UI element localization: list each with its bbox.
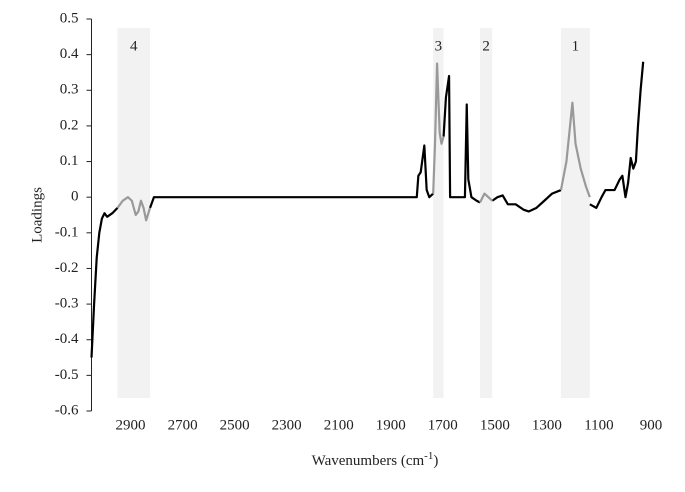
x-axis-label-tail: ) xyxy=(433,453,438,469)
series-line xyxy=(90,61,645,358)
band-label: 1 xyxy=(572,38,580,54)
x-tick-label: 900 xyxy=(640,417,663,433)
x-tick-label: 1300 xyxy=(532,417,562,433)
y-tick-label: -0.1 xyxy=(55,224,79,240)
highlight-band xyxy=(433,28,444,398)
series-line xyxy=(116,62,591,222)
y-axis-label: Loadings xyxy=(29,187,45,243)
y-tick-label: 0 xyxy=(71,189,79,205)
band-label: 4 xyxy=(130,38,138,54)
y-tick-label: -0.3 xyxy=(55,296,79,312)
y-tick-label: 0.4 xyxy=(60,46,79,62)
y-tick-label: 0.1 xyxy=(60,153,79,169)
x-tick-label: 2700 xyxy=(168,417,198,433)
x-tick-label: 1900 xyxy=(376,417,406,433)
y-tick-label: 0.3 xyxy=(60,82,79,98)
x-tick-label: 1100 xyxy=(584,417,613,433)
y-tick-label: -0.6 xyxy=(55,402,79,418)
x-tick-label: 2500 xyxy=(220,417,250,433)
band-label: 3 xyxy=(435,38,443,54)
y-tick-label: 0.5 xyxy=(60,10,79,26)
y-tick-label: 0.2 xyxy=(60,117,79,133)
band-label: 2 xyxy=(482,38,490,54)
y-tick-label: -0.5 xyxy=(55,367,79,383)
x-axis-label: Wavenumbers (cm-1) xyxy=(312,450,439,470)
y-tick-label: -0.2 xyxy=(55,260,79,276)
highlight-band xyxy=(480,28,493,398)
y-tick-label: -0.4 xyxy=(55,331,79,347)
x-axis-label-text: Wavenumbers (cm xyxy=(312,453,425,469)
x-tick-label: 2100 xyxy=(324,417,354,433)
x-tick-label: 1500 xyxy=(480,417,510,433)
x-tick-label: 1700 xyxy=(428,417,458,433)
x-axis-label-sup: -1 xyxy=(424,450,433,462)
highlight-band xyxy=(560,28,590,398)
x-tick-label: 2300 xyxy=(272,417,302,433)
x-tick-label: 2900 xyxy=(116,417,146,433)
